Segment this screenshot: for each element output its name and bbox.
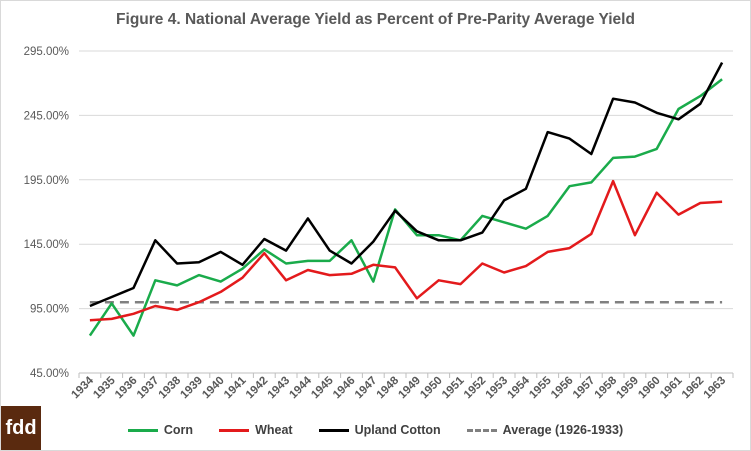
x-tick-label: 1942 — [244, 375, 271, 402]
x-tick-label: 1950 — [418, 375, 445, 402]
legend-swatch — [219, 428, 250, 432]
line-chart: 45.00% 95.00% 145.00% 195.00% 245.00% 295.00%… — [24, 46, 734, 402]
x-tick-label: 1935 — [91, 374, 118, 401]
y-tick-label: 45.00% — [30, 368, 69, 380]
x-tick-label: 1957 — [571, 375, 598, 402]
legend-label: Upland Cotton — [354, 423, 441, 437]
x-tick-label: 1947 — [353, 375, 380, 402]
x-tick-label: 1960 — [636, 375, 663, 402]
x-tick-label: 1954 — [505, 374, 532, 401]
x-tick-label: 1958 — [593, 374, 620, 401]
x-tick-label: 1953 — [484, 375, 511, 402]
series-line-wheat — [89, 179, 723, 322]
x-tick-label: 1956 — [549, 375, 576, 402]
x-tick-label: 1944 — [287, 374, 314, 401]
y-tick-label: 245.00% — [24, 110, 69, 122]
series-lines — [88, 62, 724, 337]
x-tick-label: 1955 — [527, 374, 554, 401]
fdd-logo: fdd — [1, 406, 41, 450]
x-tick-label: 1948 — [375, 374, 402, 401]
legend-swatch — [127, 428, 158, 432]
legend-label: Corn — [163, 423, 194, 437]
legend-item: Wheat — [219, 423, 293, 437]
legend: Corn Wheat Upland Cotton Average (1926-1933… — [1, 423, 750, 437]
x-tick-label: 1963 — [702, 375, 729, 402]
y-tick-label: 95.00% — [30, 304, 69, 316]
y-tick-label: 145.00% — [24, 239, 69, 251]
x-tick-label: 1934 — [69, 374, 96, 401]
x-tick-label: 1938 — [157, 374, 184, 401]
y-axis-ticks: 45.00% 95.00% 145.00% 195.00% 245.00% 295.00% — [24, 46, 69, 380]
legend-swatch — [466, 428, 497, 432]
x-tick-label: 1937 — [135, 375, 162, 402]
legend-item: Corn — [127, 423, 194, 437]
chart-title: Figure 4. National Average Yield as Perc… — [116, 11, 635, 28]
x-tick-label: 1961 — [658, 374, 685, 401]
x-tick-label: 1941 — [222, 374, 249, 401]
x-tick-label: 1945 — [309, 374, 336, 401]
series-line-corn — [88, 78, 723, 337]
x-axis: 1934193519361937193819391940194119421943… — [69, 372, 734, 402]
legend-label: Average (1926-1933) — [502, 423, 624, 437]
y-tick-label: 195.00% — [24, 175, 69, 187]
x-tick-label: 1949 — [396, 375, 423, 402]
x-tick-label: 1952 — [462, 375, 489, 402]
y-tick-label: 295.00% — [24, 46, 69, 58]
series-line-upland-cotton — [89, 62, 724, 308]
legend-swatch — [318, 428, 349, 432]
x-tick-label: 1946 — [331, 375, 358, 402]
legend-label: Wheat — [255, 423, 293, 437]
legend-item: Average (1926-1933) — [466, 423, 624, 437]
x-tick-label: 1962 — [680, 375, 707, 402]
gridlines — [79, 50, 733, 374]
x-tick-label: 1939 — [178, 375, 205, 402]
x-tick-label: 1936 — [113, 375, 140, 402]
x-tick-label: 1951 — [440, 374, 467, 401]
legend-item: Upland Cotton — [318, 423, 441, 437]
x-tick-label: 1943 — [266, 375, 293, 402]
x-tick-label: 1940 — [200, 375, 227, 402]
x-tick-label: 1959 — [614, 375, 641, 402]
